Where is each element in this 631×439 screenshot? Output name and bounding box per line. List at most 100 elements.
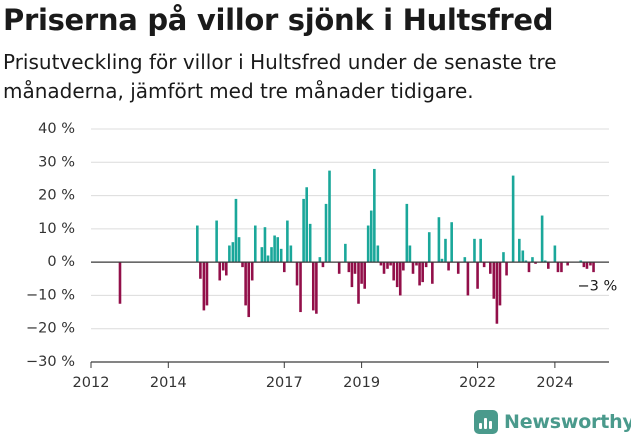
bar xyxy=(253,225,257,263)
bar xyxy=(221,262,225,271)
bar xyxy=(534,262,537,264)
bar xyxy=(241,262,244,268)
bar xyxy=(479,238,482,263)
bar xyxy=(215,220,218,263)
bar xyxy=(511,175,515,263)
bar xyxy=(225,262,228,276)
bar xyxy=(318,257,322,263)
y-tick-label: 10 % xyxy=(38,221,75,237)
bar xyxy=(424,262,428,268)
brand-name: Newsworthy xyxy=(504,411,631,433)
bar xyxy=(379,262,383,266)
bar xyxy=(415,262,418,266)
bar xyxy=(389,262,392,266)
bar xyxy=(463,257,467,263)
bar xyxy=(524,260,528,263)
bar xyxy=(276,237,280,263)
bar xyxy=(498,262,502,306)
bar xyxy=(473,238,476,263)
bar xyxy=(228,245,231,263)
bar xyxy=(263,227,267,263)
bar xyxy=(398,262,402,296)
bar xyxy=(218,262,222,281)
x-tick-label: 2012 xyxy=(73,375,110,391)
bar xyxy=(250,262,254,281)
x-tick-label: 2022 xyxy=(459,375,496,391)
bar xyxy=(543,260,547,263)
bar xyxy=(302,198,305,263)
bar xyxy=(286,220,289,263)
newsworthy-logo-icon xyxy=(474,410,498,434)
bar xyxy=(450,222,453,263)
bar xyxy=(395,262,399,288)
bar xyxy=(527,262,531,273)
bar xyxy=(585,262,589,269)
bar xyxy=(373,168,376,263)
y-tick-label: −10 % xyxy=(26,287,75,303)
latest-value-annotation: −3 % xyxy=(578,278,618,294)
bar xyxy=(405,203,409,263)
bar xyxy=(347,262,351,273)
bar xyxy=(505,262,508,276)
bar xyxy=(482,262,486,268)
bar xyxy=(199,262,202,279)
bar xyxy=(234,198,238,263)
bar xyxy=(386,262,389,269)
bar xyxy=(266,255,270,263)
bar xyxy=(489,262,492,274)
y-tick-label: 20 % xyxy=(38,188,75,204)
bar xyxy=(353,262,357,274)
bar xyxy=(273,235,276,263)
y-tick-label: 40 % xyxy=(38,121,75,137)
bar xyxy=(447,262,450,271)
bar xyxy=(344,243,347,263)
bar xyxy=(589,262,592,266)
bar xyxy=(350,262,354,288)
x-tick-label: 2019 xyxy=(343,375,380,391)
bar xyxy=(518,238,521,263)
chart-title: Priserna på villor sjönk i Hultsfred xyxy=(3,3,554,37)
bar xyxy=(315,262,318,314)
bar xyxy=(553,245,557,263)
bar xyxy=(118,262,122,304)
bar xyxy=(566,262,569,266)
bar xyxy=(237,237,241,263)
x-tick-label: 2024 xyxy=(536,375,573,391)
bar xyxy=(495,262,499,324)
chart-subtitle: Prisutveckling för villor i Hultsfred un… xyxy=(3,50,557,103)
bar xyxy=(376,245,380,263)
bar xyxy=(196,225,199,263)
y-tick-label: 30 % xyxy=(38,154,75,170)
bar xyxy=(295,262,299,286)
bar xyxy=(579,260,583,263)
bar xyxy=(260,247,264,263)
bar xyxy=(582,262,586,268)
bar xyxy=(382,262,386,274)
bar xyxy=(337,262,341,274)
y-tick-label: −30 % xyxy=(26,354,75,370)
bar xyxy=(321,262,325,268)
bar xyxy=(205,262,209,306)
bar xyxy=(540,215,544,263)
bar xyxy=(328,170,331,263)
bar xyxy=(592,262,595,273)
bar xyxy=(357,262,360,304)
y-tick-label: −20 % xyxy=(26,321,75,337)
bar xyxy=(502,252,505,263)
bar xyxy=(402,262,405,271)
bar xyxy=(437,217,441,263)
bar xyxy=(556,262,560,273)
bar xyxy=(431,262,434,284)
y-tick-label: 0 % xyxy=(47,254,75,270)
bar xyxy=(418,262,421,286)
x-tick-label: 2014 xyxy=(150,375,187,391)
bar xyxy=(299,262,302,313)
bar xyxy=(466,262,470,296)
bar xyxy=(444,238,447,263)
bar xyxy=(408,245,412,263)
bar xyxy=(547,262,550,269)
bar xyxy=(311,262,315,311)
bar xyxy=(560,262,563,273)
bar xyxy=(231,242,235,263)
bar xyxy=(289,245,293,263)
